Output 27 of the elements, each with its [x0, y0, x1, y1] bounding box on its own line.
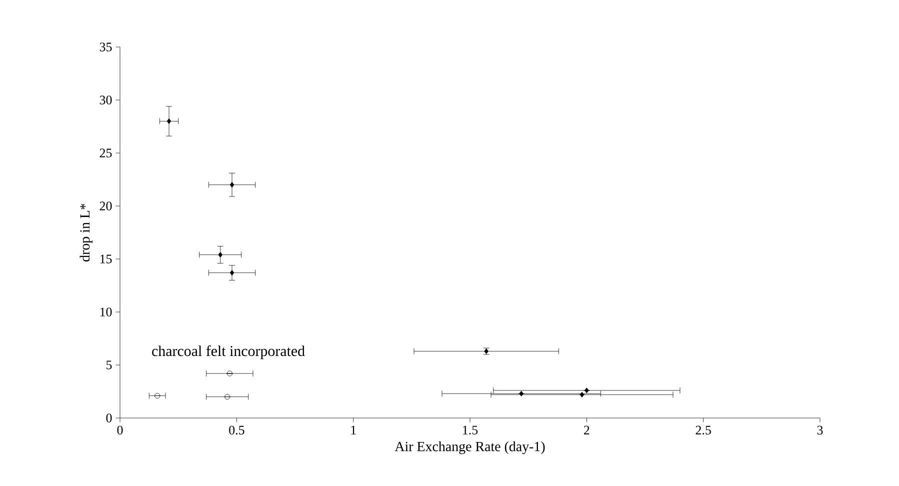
point — [166, 118, 172, 124]
point — [154, 392, 160, 399]
x-tick-label: 2.5 — [696, 426, 711, 435]
x-tick-label: 1 — [351, 426, 356, 434]
point — [519, 390, 524, 396]
point — [580, 392, 584, 398]
x-tick-label: 0 — [117, 426, 123, 435]
point — [584, 388, 589, 394]
y-tick-label: 25 — [100, 148, 112, 158]
point — [230, 182, 234, 188]
y-tick-label: 10 — [100, 308, 112, 316]
x-axis-title: Air Exchange Rate (day-1) — [394, 441, 545, 454]
y-tick-label: 15 — [100, 254, 112, 264]
y-axis-title: drop in L* — [80, 204, 92, 262]
y-tick-label: 0 — [106, 414, 112, 422]
x-tick-label: 1.5 — [463, 426, 478, 435]
y-tick-label: 35 — [100, 42, 112, 52]
y-tick-label: 20 — [100, 202, 112, 210]
point — [230, 270, 234, 276]
x-tick-label: 2 — [584, 426, 590, 434]
point — [224, 394, 230, 400]
y-tick-label: 5 — [106, 360, 112, 370]
x-tick-label: 3 — [817, 426, 823, 434]
y-tick-label: 30 — [100, 96, 112, 104]
point — [226, 370, 232, 376]
annotation: charcoal felt incorporated — [152, 345, 305, 360]
x-tick-label: 0.5 — [229, 426, 244, 435]
